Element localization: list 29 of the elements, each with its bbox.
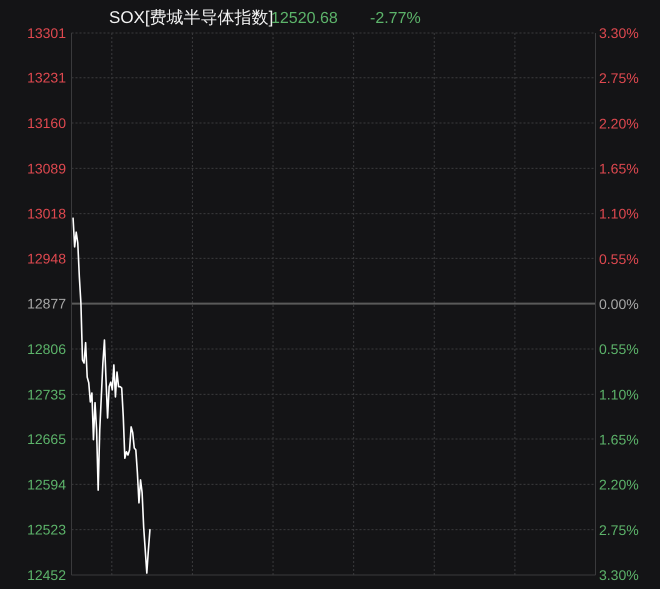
- y-tick-label: 12594: [27, 476, 66, 492]
- y2-tick-label: 1.65%: [599, 432, 639, 448]
- y2-tick-label: 3.30%: [599, 567, 639, 583]
- y-tick-label: 12735: [27, 386, 66, 402]
- y2-tick-label: 0.55%: [599, 341, 639, 358]
- y-tick-label: 12948: [27, 250, 66, 266]
- y2-tick-label: 2.75%: [599, 70, 639, 86]
- y2-tick-label: 2.20%: [599, 476, 639, 493]
- y2-tick-label: 1.10%: [599, 206, 639, 222]
- chart-title: SOX[费城半导体指数]: [109, 8, 274, 27]
- y-tick-label: 12877: [27, 296, 66, 312]
- y2-tick-label: 1.10%: [599, 386, 639, 402]
- y2-tick-label: 3.30%: [599, 25, 639, 41]
- y-tick-label: 13160: [27, 115, 66, 132]
- y-tick-label: 12523: [27, 522, 66, 538]
- y2-tick-label: 1.65%: [599, 160, 639, 176]
- y-tick-label: 13231: [27, 70, 66, 86]
- text: 12520.68: [271, 10, 338, 27]
- y-tick-label: 12665: [27, 431, 66, 448]
- y-tick-label: 12452: [27, 567, 66, 583]
- y-tick-label: 13018: [27, 206, 66, 222]
- y-tick-label: 13301: [27, 25, 66, 41]
- text: -2.77%: [370, 10, 421, 27]
- y2-tick-label: 0.00%: [599, 296, 639, 312]
- y2-tick-label: 0.55%: [599, 250, 639, 267]
- y-tick-label: 13089: [27, 160, 66, 176]
- y2-tick-label: 2.75%: [599, 522, 639, 538]
- y-tick-label: 12806: [27, 341, 66, 358]
- y2-tick-label: 2.20%: [599, 115, 639, 132]
